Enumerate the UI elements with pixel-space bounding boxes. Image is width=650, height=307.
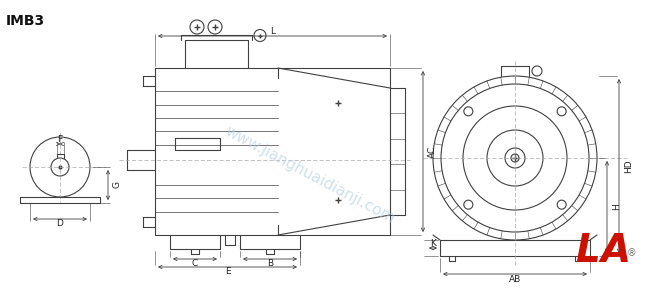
Text: B: B — [267, 259, 273, 269]
Text: IMB3: IMB3 — [6, 14, 45, 28]
Text: A: A — [601, 232, 631, 270]
Text: AC: AC — [428, 146, 437, 157]
Text: F: F — [57, 135, 62, 145]
Text: E: E — [225, 267, 230, 277]
Text: D: D — [57, 220, 64, 228]
Text: www.jianghuaidianji.com: www.jianghuaidianji.com — [222, 124, 398, 226]
Text: L: L — [270, 28, 275, 37]
Text: AB: AB — [509, 274, 521, 283]
Text: G: G — [113, 181, 122, 188]
Text: K: K — [430, 239, 436, 248]
Text: H: H — [612, 204, 621, 210]
Text: L: L — [575, 232, 600, 270]
Text: HD: HD — [624, 159, 633, 173]
Text: ®: ® — [627, 248, 637, 258]
Text: C: C — [192, 259, 198, 269]
